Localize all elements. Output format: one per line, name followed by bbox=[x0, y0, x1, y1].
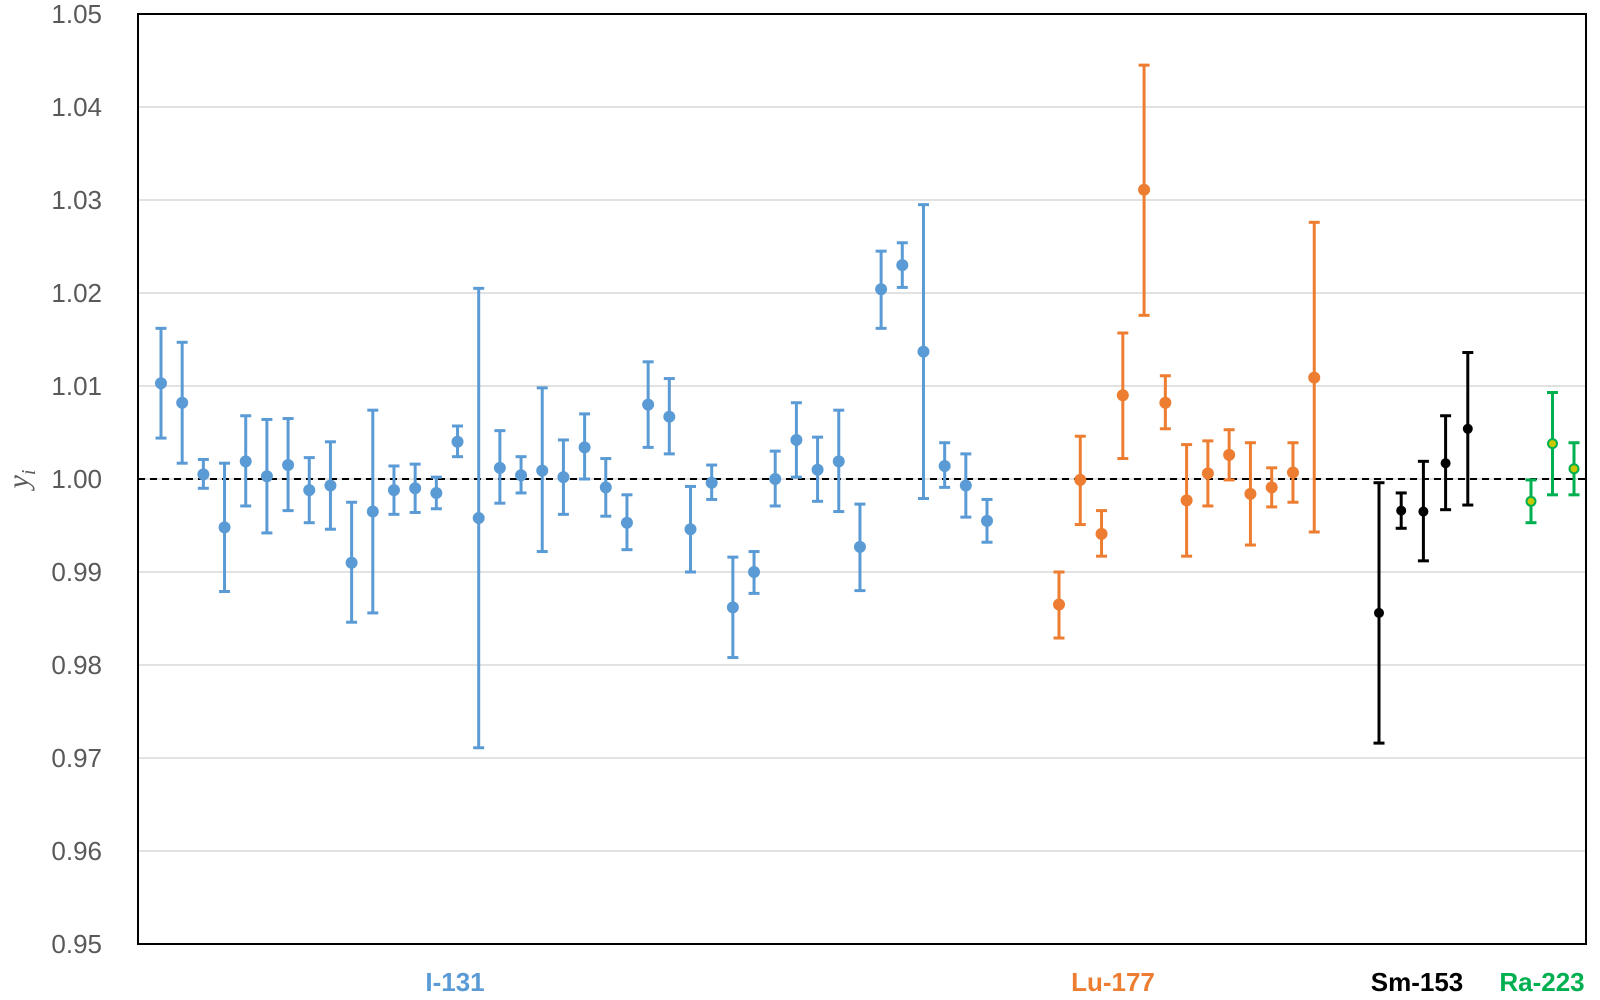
data-point bbox=[218, 521, 231, 534]
data-point bbox=[387, 484, 400, 497]
data-point bbox=[938, 459, 951, 472]
y-tick-label: 0.95 bbox=[51, 929, 102, 959]
y-tick-label: 0.99 bbox=[51, 557, 102, 587]
data-point bbox=[1265, 481, 1278, 494]
data-point bbox=[1308, 371, 1321, 384]
data-point bbox=[1138, 183, 1151, 196]
data-point bbox=[515, 469, 528, 482]
data-point bbox=[578, 441, 591, 454]
y-tick-label: 1.03 bbox=[51, 185, 102, 215]
data-point bbox=[345, 556, 358, 569]
data-point bbox=[811, 463, 824, 476]
data-point bbox=[1159, 396, 1172, 409]
data-point bbox=[1286, 466, 1299, 479]
data-point bbox=[1374, 607, 1384, 618]
data-point bbox=[451, 435, 464, 448]
data-point bbox=[197, 468, 210, 481]
data-point bbox=[726, 601, 739, 614]
data-point bbox=[1095, 527, 1108, 540]
data-point bbox=[1116, 389, 1129, 402]
data-point bbox=[748, 566, 761, 578]
y-tick-label: 1.02 bbox=[51, 278, 102, 308]
data-point bbox=[1053, 598, 1065, 611]
data-point bbox=[557, 471, 570, 484]
data-point bbox=[599, 481, 612, 494]
y-axis-label-main: y bbox=[2, 474, 35, 491]
data-point bbox=[1568, 463, 1580, 475]
data-point bbox=[1201, 467, 1214, 480]
data-point bbox=[705, 476, 718, 489]
data-point bbox=[1418, 506, 1429, 517]
data-point bbox=[1547, 438, 1558, 450]
data-point bbox=[303, 484, 316, 497]
group-label-ra-223: Ra-223 bbox=[1499, 967, 1584, 997]
data-point bbox=[917, 345, 930, 358]
data-points bbox=[155, 63, 1580, 750]
data-point bbox=[684, 523, 697, 536]
data-point bbox=[1462, 423, 1473, 434]
data-point bbox=[959, 479, 972, 492]
series-ra-223 bbox=[1525, 391, 1580, 525]
data-point bbox=[1223, 448, 1236, 461]
data-point bbox=[472, 512, 485, 525]
data-point bbox=[366, 505, 379, 518]
data-point bbox=[790, 433, 803, 446]
data-point bbox=[853, 540, 866, 553]
data-point bbox=[896, 259, 909, 272]
data-point bbox=[769, 473, 782, 485]
data-point bbox=[260, 470, 273, 483]
series-lu-177 bbox=[1053, 63, 1321, 640]
data-point bbox=[430, 486, 443, 499]
data-point bbox=[832, 455, 845, 468]
group-labels: I-131 Lu-177 Sm-153 Ra-223 bbox=[425, 967, 1584, 997]
data-point bbox=[536, 464, 549, 477]
group-label-sm-153: Sm-153 bbox=[1371, 967, 1464, 997]
series-sm-153 bbox=[1373, 351, 1474, 745]
data-point bbox=[493, 461, 506, 474]
data-point bbox=[282, 459, 295, 472]
data-point bbox=[1525, 495, 1537, 507]
y-tick-label: 0.96 bbox=[51, 836, 102, 866]
data-point bbox=[1180, 494, 1193, 507]
y-tick-label: 1.01 bbox=[51, 371, 102, 401]
data-point bbox=[981, 514, 994, 527]
data-point bbox=[176, 396, 189, 409]
y-axis-label: yi bbox=[2, 470, 40, 492]
y-axis-label-text: yi bbox=[2, 470, 40, 492]
y-axis-label-subscript: i bbox=[18, 470, 40, 476]
data-point bbox=[324, 479, 337, 492]
data-point bbox=[1244, 487, 1257, 500]
data-point bbox=[642, 398, 655, 411]
y-tick-label: 0.98 bbox=[51, 650, 102, 680]
plot-frame bbox=[137, 13, 1587, 945]
y-tick-label: 1.04 bbox=[51, 92, 102, 122]
y-tick-label: 0.97 bbox=[51, 743, 102, 773]
data-point bbox=[239, 455, 252, 468]
data-point bbox=[620, 516, 633, 529]
group-label-lu-177: Lu-177 bbox=[1071, 967, 1155, 997]
data-point bbox=[875, 283, 888, 296]
data-point bbox=[1074, 473, 1087, 486]
data-point bbox=[409, 482, 422, 495]
series-i-131 bbox=[155, 203, 994, 750]
data-point bbox=[663, 410, 676, 423]
y-tick-labels: 0.95 0.96 0.97 0.98 0.99 1.00 1.01 1.02 1.03 1.04… bbox=[51, 0, 102, 959]
data-point bbox=[155, 377, 167, 390]
y-tick-label: 1.05 bbox=[51, 0, 102, 29]
y-tick-label: 1.00 bbox=[51, 464, 102, 494]
data-point bbox=[1396, 505, 1407, 516]
group-label-i-131: I-131 bbox=[425, 967, 484, 997]
data-point bbox=[1440, 458, 1451, 469]
